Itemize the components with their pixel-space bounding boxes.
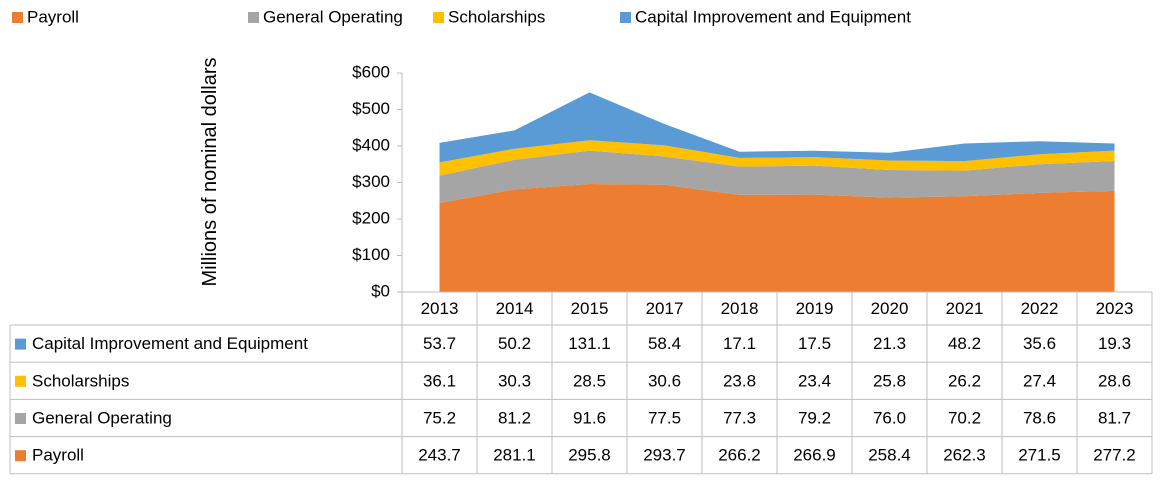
data-label: 23.4 <box>798 371 831 390</box>
data-label: 271.5 <box>1018 446 1061 465</box>
table-row-label: Scholarships <box>32 371 129 390</box>
data-label: 28.6 <box>1098 371 1131 390</box>
data-label: 35.6 <box>1023 334 1056 353</box>
data-label: 79.2 <box>798 408 831 427</box>
x-tick-label: 2018 <box>721 299 759 318</box>
data-label: 28.5 <box>573 371 606 390</box>
table-swatch <box>15 413 26 424</box>
y-tick-label: $100 <box>352 245 390 264</box>
y-tick-label: $300 <box>352 172 390 191</box>
y-tick-label: $500 <box>352 99 390 118</box>
data-label: 36.1 <box>423 371 456 390</box>
data-label: 293.7 <box>643 446 686 465</box>
legend-label: Payroll <box>27 7 79 26</box>
data-label: 91.6 <box>573 408 606 427</box>
data-label: 243.7 <box>418 446 461 465</box>
legend-swatch <box>620 12 631 23</box>
data-label: 50.2 <box>498 334 531 353</box>
data-label: 262.3 <box>943 446 986 465</box>
data-label: 26.2 <box>948 371 981 390</box>
x-tick-label: 2023 <box>1096 299 1134 318</box>
table-swatch <box>15 338 26 350</box>
data-label: 295.8 <box>568 446 611 465</box>
area <box>439 140 1115 176</box>
legend-swatch <box>12 12 23 23</box>
data-label: 23.8 <box>723 371 756 390</box>
data-label: 53.7 <box>423 334 456 353</box>
data-label: 258.4 <box>868 446 911 465</box>
data-label: 81.2 <box>498 408 531 427</box>
x-tick-label: 2013 <box>421 299 459 318</box>
area <box>439 92 1115 163</box>
data-label: 131.1 <box>568 334 611 353</box>
legend-swatch <box>433 12 444 23</box>
y-tick-label: $200 <box>352 208 390 227</box>
data-label: 19.3 <box>1098 334 1131 353</box>
table-swatch <box>15 450 26 462</box>
data-label: 70.2 <box>948 408 981 427</box>
data-label: 76.0 <box>873 408 906 427</box>
data-label: 281.1 <box>493 446 536 465</box>
x-tick-label: 2021 <box>946 299 984 318</box>
data-label: 75.2 <box>423 408 456 427</box>
legend-label: Scholarships <box>448 7 545 26</box>
area <box>439 150 1115 204</box>
x-tick-label: 2015 <box>571 299 609 318</box>
data-label: 81.7 <box>1098 408 1131 427</box>
data-label: 77.5 <box>648 408 681 427</box>
table-swatch <box>15 375 26 387</box>
data-label: 30.3 <box>498 371 531 390</box>
data-label: 21.3 <box>873 334 906 353</box>
table-row-label: Payroll <box>32 446 84 465</box>
data-label: 25.8 <box>873 371 906 390</box>
data-label: 17.1 <box>723 334 756 353</box>
data-label: 78.6 <box>1023 408 1056 427</box>
data-label: 77.3 <box>723 408 756 427</box>
legend-label: General Operating <box>263 7 403 26</box>
area <box>439 184 1115 292</box>
y-tick-label: $400 <box>352 135 390 154</box>
x-tick-label: 2017 <box>646 299 684 318</box>
y-axis-label: Millions of nominal dollars <box>199 57 221 287</box>
x-tick-label: 2019 <box>796 299 834 318</box>
y-tick-label: $600 <box>352 62 390 81</box>
data-label: 30.6 <box>648 371 681 390</box>
data-label: 266.2 <box>718 446 761 465</box>
legend-swatch <box>248 12 259 23</box>
data-label: 27.4 <box>1023 371 1056 390</box>
table-row-label: Capital Improvement and Equipment <box>32 334 308 353</box>
legend-label: Capital Improvement and Equipment <box>635 7 911 26</box>
data-label: 277.2 <box>1093 446 1136 465</box>
data-label: 266.9 <box>793 446 836 465</box>
x-tick-label: 2020 <box>871 299 909 318</box>
y-tick-label: $0 <box>371 281 390 300</box>
x-tick-label: 2022 <box>1021 299 1059 318</box>
x-tick-label: 2014 <box>496 299 534 318</box>
data-label: 58.4 <box>648 334 681 353</box>
table-row-label: General Operating <box>32 408 172 427</box>
data-label: 17.5 <box>798 334 831 353</box>
data-label: 48.2 <box>948 334 981 353</box>
